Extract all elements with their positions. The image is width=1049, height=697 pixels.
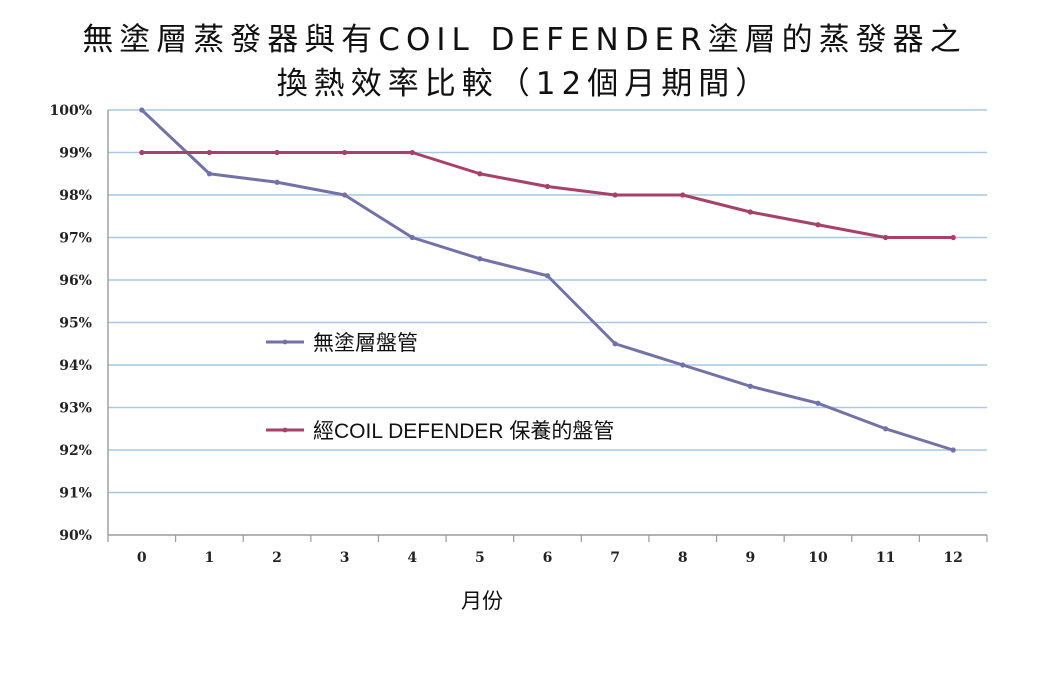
- x-tick-label: 2: [272, 550, 282, 566]
- x-tick-label: 11: [876, 550, 895, 566]
- x-tick-label: 5: [475, 550, 485, 566]
- data-point: [544, 183, 551, 190]
- y-axis-ticks: 90% 91% 92% 93% 94% 95% 96% 97% 98% 99% 100%: [49, 103, 92, 544]
- data-point: [342, 192, 348, 198]
- x-tick-label: 9: [745, 550, 755, 566]
- data-point: [139, 149, 145, 156]
- x-tick-label: 12: [943, 550, 962, 566]
- data-point: [409, 234, 415, 241]
- y-tick-label: 90%: [59, 528, 92, 544]
- y-tick-label: 96%: [59, 273, 92, 289]
- data-point: [477, 256, 483, 262]
- chart-title-line-1: 無塗層蒸發器與有COIL DEFENDER塗層的蒸發器之: [82, 22, 967, 58]
- data-point: [612, 192, 618, 198]
- data-point: [206, 149, 213, 156]
- data-point: [747, 209, 753, 215]
- legend-label: 無塗層盤管: [313, 332, 418, 355]
- x-axis-label: 月份: [461, 589, 503, 613]
- data-point: [680, 362, 686, 368]
- x-tick-label: 8: [678, 550, 688, 566]
- data-point: [815, 222, 821, 228]
- y-tick-label: 99%: [59, 146, 92, 162]
- data-point: [274, 149, 280, 156]
- data-point: [477, 171, 483, 177]
- y-tick-label: 94%: [59, 358, 92, 374]
- y-tick-label: 100%: [49, 103, 92, 119]
- data-point: [612, 341, 618, 347]
- data-point: [815, 400, 821, 406]
- axes: [107, 110, 988, 542]
- x-tick-label: 10: [808, 550, 828, 566]
- legend-marker: [282, 427, 288, 433]
- data-point: [680, 192, 686, 198]
- legend-label: 經COIL DEFENDER 保養的盤管: [313, 420, 614, 443]
- data-point: [409, 149, 415, 156]
- series-lines: [139, 107, 956, 453]
- y-tick-label: 95%: [59, 316, 92, 332]
- x-tick-label: 1: [205, 550, 215, 566]
- data-point: [206, 171, 213, 177]
- data-point: [882, 426, 889, 432]
- data-point: [342, 149, 348, 156]
- x-tick-label: 0: [137, 550, 147, 566]
- x-tick-label: 6: [543, 550, 553, 566]
- y-tick-label: 98%: [59, 188, 92, 204]
- data-point: [950, 234, 956, 241]
- data-point: [747, 383, 753, 389]
- gridlines: [108, 109, 987, 494]
- y-tick-label: 92%: [59, 443, 92, 459]
- x-axis-ticks: 0 1 2 3 4 5 6 7 8 9 10 11 12: [137, 550, 963, 566]
- x-tick-label: 3: [340, 550, 350, 566]
- legend-marker: [282, 339, 288, 345]
- x-tick-label: 4: [407, 550, 417, 566]
- y-tick-label: 93%: [59, 401, 92, 417]
- x-tick-label: 7: [610, 550, 620, 566]
- data-point: [274, 179, 280, 185]
- data-point: [544, 273, 551, 279]
- data-point: [950, 447, 956, 453]
- chart-title-line-2: 換熱效率比較（12個月期間）: [276, 66, 773, 102]
- data-point: [882, 234, 889, 241]
- y-tick-label: 97%: [59, 231, 92, 247]
- y-tick-label: 91%: [59, 486, 92, 502]
- data-point: [139, 107, 145, 113]
